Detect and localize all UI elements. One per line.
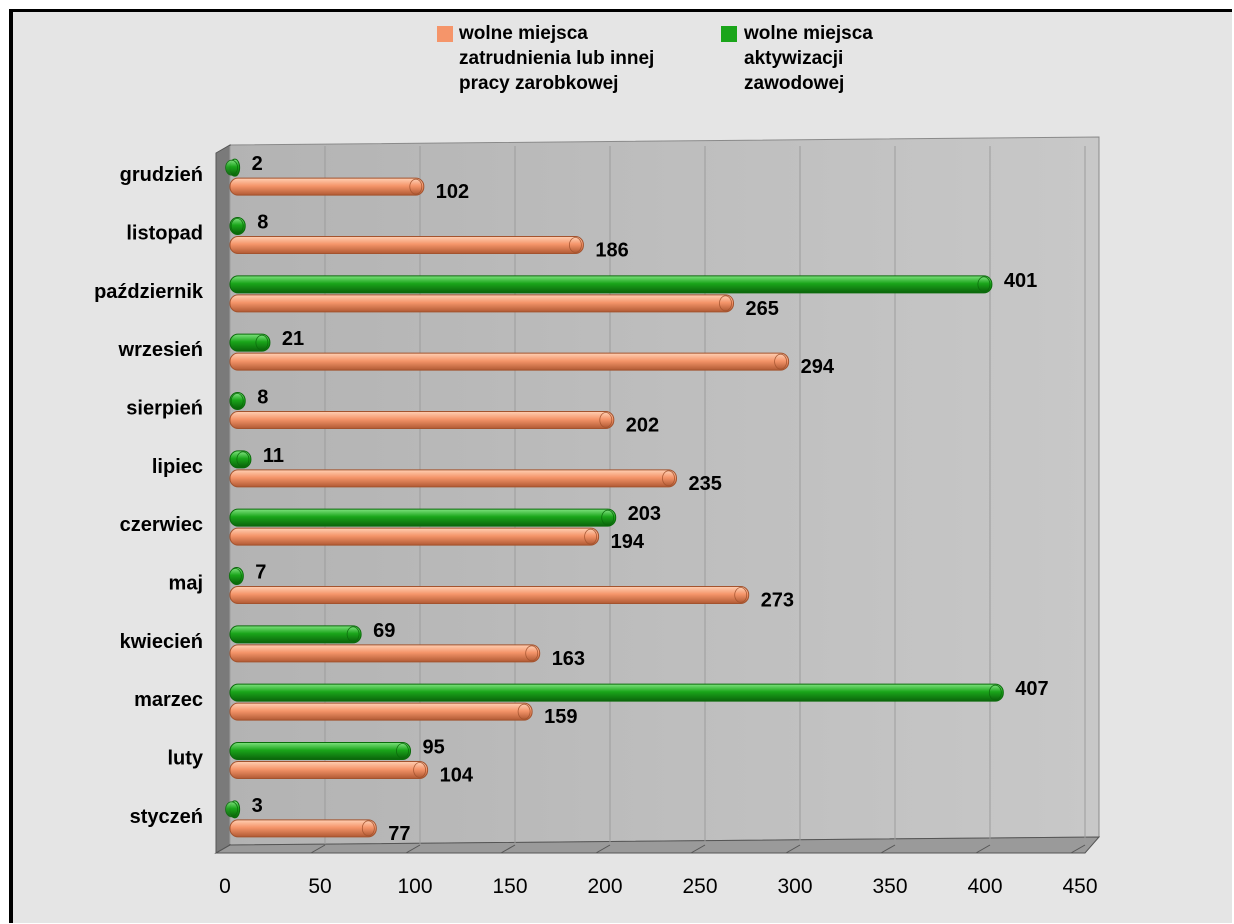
category-label: listopad [126,223,203,245]
data-label: 235 [689,473,722,495]
floor-tick [690,844,706,854]
bars: 3779510440715969163727320319411235820221… [225,153,1049,845]
bar-employment [229,702,533,721]
floor-tick [595,844,611,854]
category-label: marzec [134,689,203,711]
data-label: 102 [436,181,469,203]
plot-background [214,136,1101,854]
x-tick-label: 300 [777,875,812,898]
x-tick-label: 350 [872,875,907,898]
bar-activation [229,217,246,235]
x-tick-label: 250 [682,875,717,898]
floor-tick [310,844,326,854]
x-axis-tick-labels: 0 50 100 150 200 250 300 350 400 450 [219,875,1097,898]
bar-activation [228,567,244,585]
data-label: 273 [761,590,794,612]
data-label: 8 [257,212,268,234]
floor-tick [975,844,991,854]
floor-tick [215,844,231,854]
bar-activation [229,450,252,469]
category-labels: styczeń luty marzec kwiecień maj czerwiec lipi… [94,164,204,828]
floor-tick [405,844,421,854]
data-label: 7 [255,562,266,584]
x-tick-label: 200 [587,875,622,898]
category-label: grudzień [120,164,203,186]
x-tick-label: 400 [967,875,1002,898]
bar-employment [229,469,677,488]
legend-label-activation: wolne miejsca aktywizacji zawodowej [744,23,873,94]
bar-activation [229,508,617,527]
bar-employment [229,177,425,196]
grid-lines [215,146,1086,854]
x-tick-label: 0 [219,875,231,898]
bar-activation [229,392,246,410]
floor-tick [1070,844,1086,854]
data-label: 69 [373,620,395,642]
bar-activation [225,158,241,177]
category-label: czerwiec [120,514,203,536]
bar-activation [229,275,993,294]
legend-swatch-employment [437,26,453,42]
data-label: 163 [552,648,585,670]
data-label: 104 [440,765,474,787]
bar-employment [229,411,615,429]
floor-tick [880,844,896,854]
bar-activation [229,683,1004,702]
bar-employment [229,294,734,313]
category-label: luty [167,748,203,770]
data-label: 407 [1015,678,1048,700]
bar-employment [229,527,600,546]
floor-tick [785,844,801,854]
bar-employment [229,644,541,663]
bar-employment [229,352,790,371]
x-tick-label: 50 [308,875,331,898]
bar-employment [229,236,584,254]
category-label: sierpień [126,398,203,420]
bar-employment [229,761,429,779]
data-label: 3 [252,795,263,817]
category-label: maj [169,573,203,595]
data-label: 203 [628,503,661,525]
bar-employment [229,586,750,604]
data-label: 194 [611,531,645,553]
data-label: 401 [1004,270,1037,292]
bar-activation [229,625,362,644]
data-label: 159 [544,706,577,728]
category-label: lipiec [152,456,203,478]
x-tick-label: 450 [1062,875,1097,898]
x-tick-label: 100 [397,875,432,898]
data-label: 265 [746,298,779,320]
bar-activation [229,742,411,760]
left-wall [215,144,231,854]
data-label: 294 [801,356,835,378]
data-label: 186 [595,240,628,262]
bar-activation [225,800,241,819]
floor-tick [500,844,516,854]
data-label: 95 [423,737,445,759]
data-label: 21 [282,328,304,350]
category-label: październik [94,281,204,303]
data-label: 77 [388,823,410,845]
legend-label-employment: wolne miejsca zatrudnienia lub innej pra… [459,23,655,94]
bar-activation [229,333,271,352]
bar-employment [229,819,377,838]
data-label: 11 [263,445,284,467]
data-label: 202 [626,415,659,437]
data-label: 8 [257,387,268,409]
category-label: kwiecień [120,631,203,653]
x-tick-label: 150 [492,875,527,898]
category-label: styczeń [130,806,203,828]
data-label: 2 [252,153,263,175]
category-label: wrzesień [118,339,203,361]
legend-swatch-activation [721,26,737,42]
